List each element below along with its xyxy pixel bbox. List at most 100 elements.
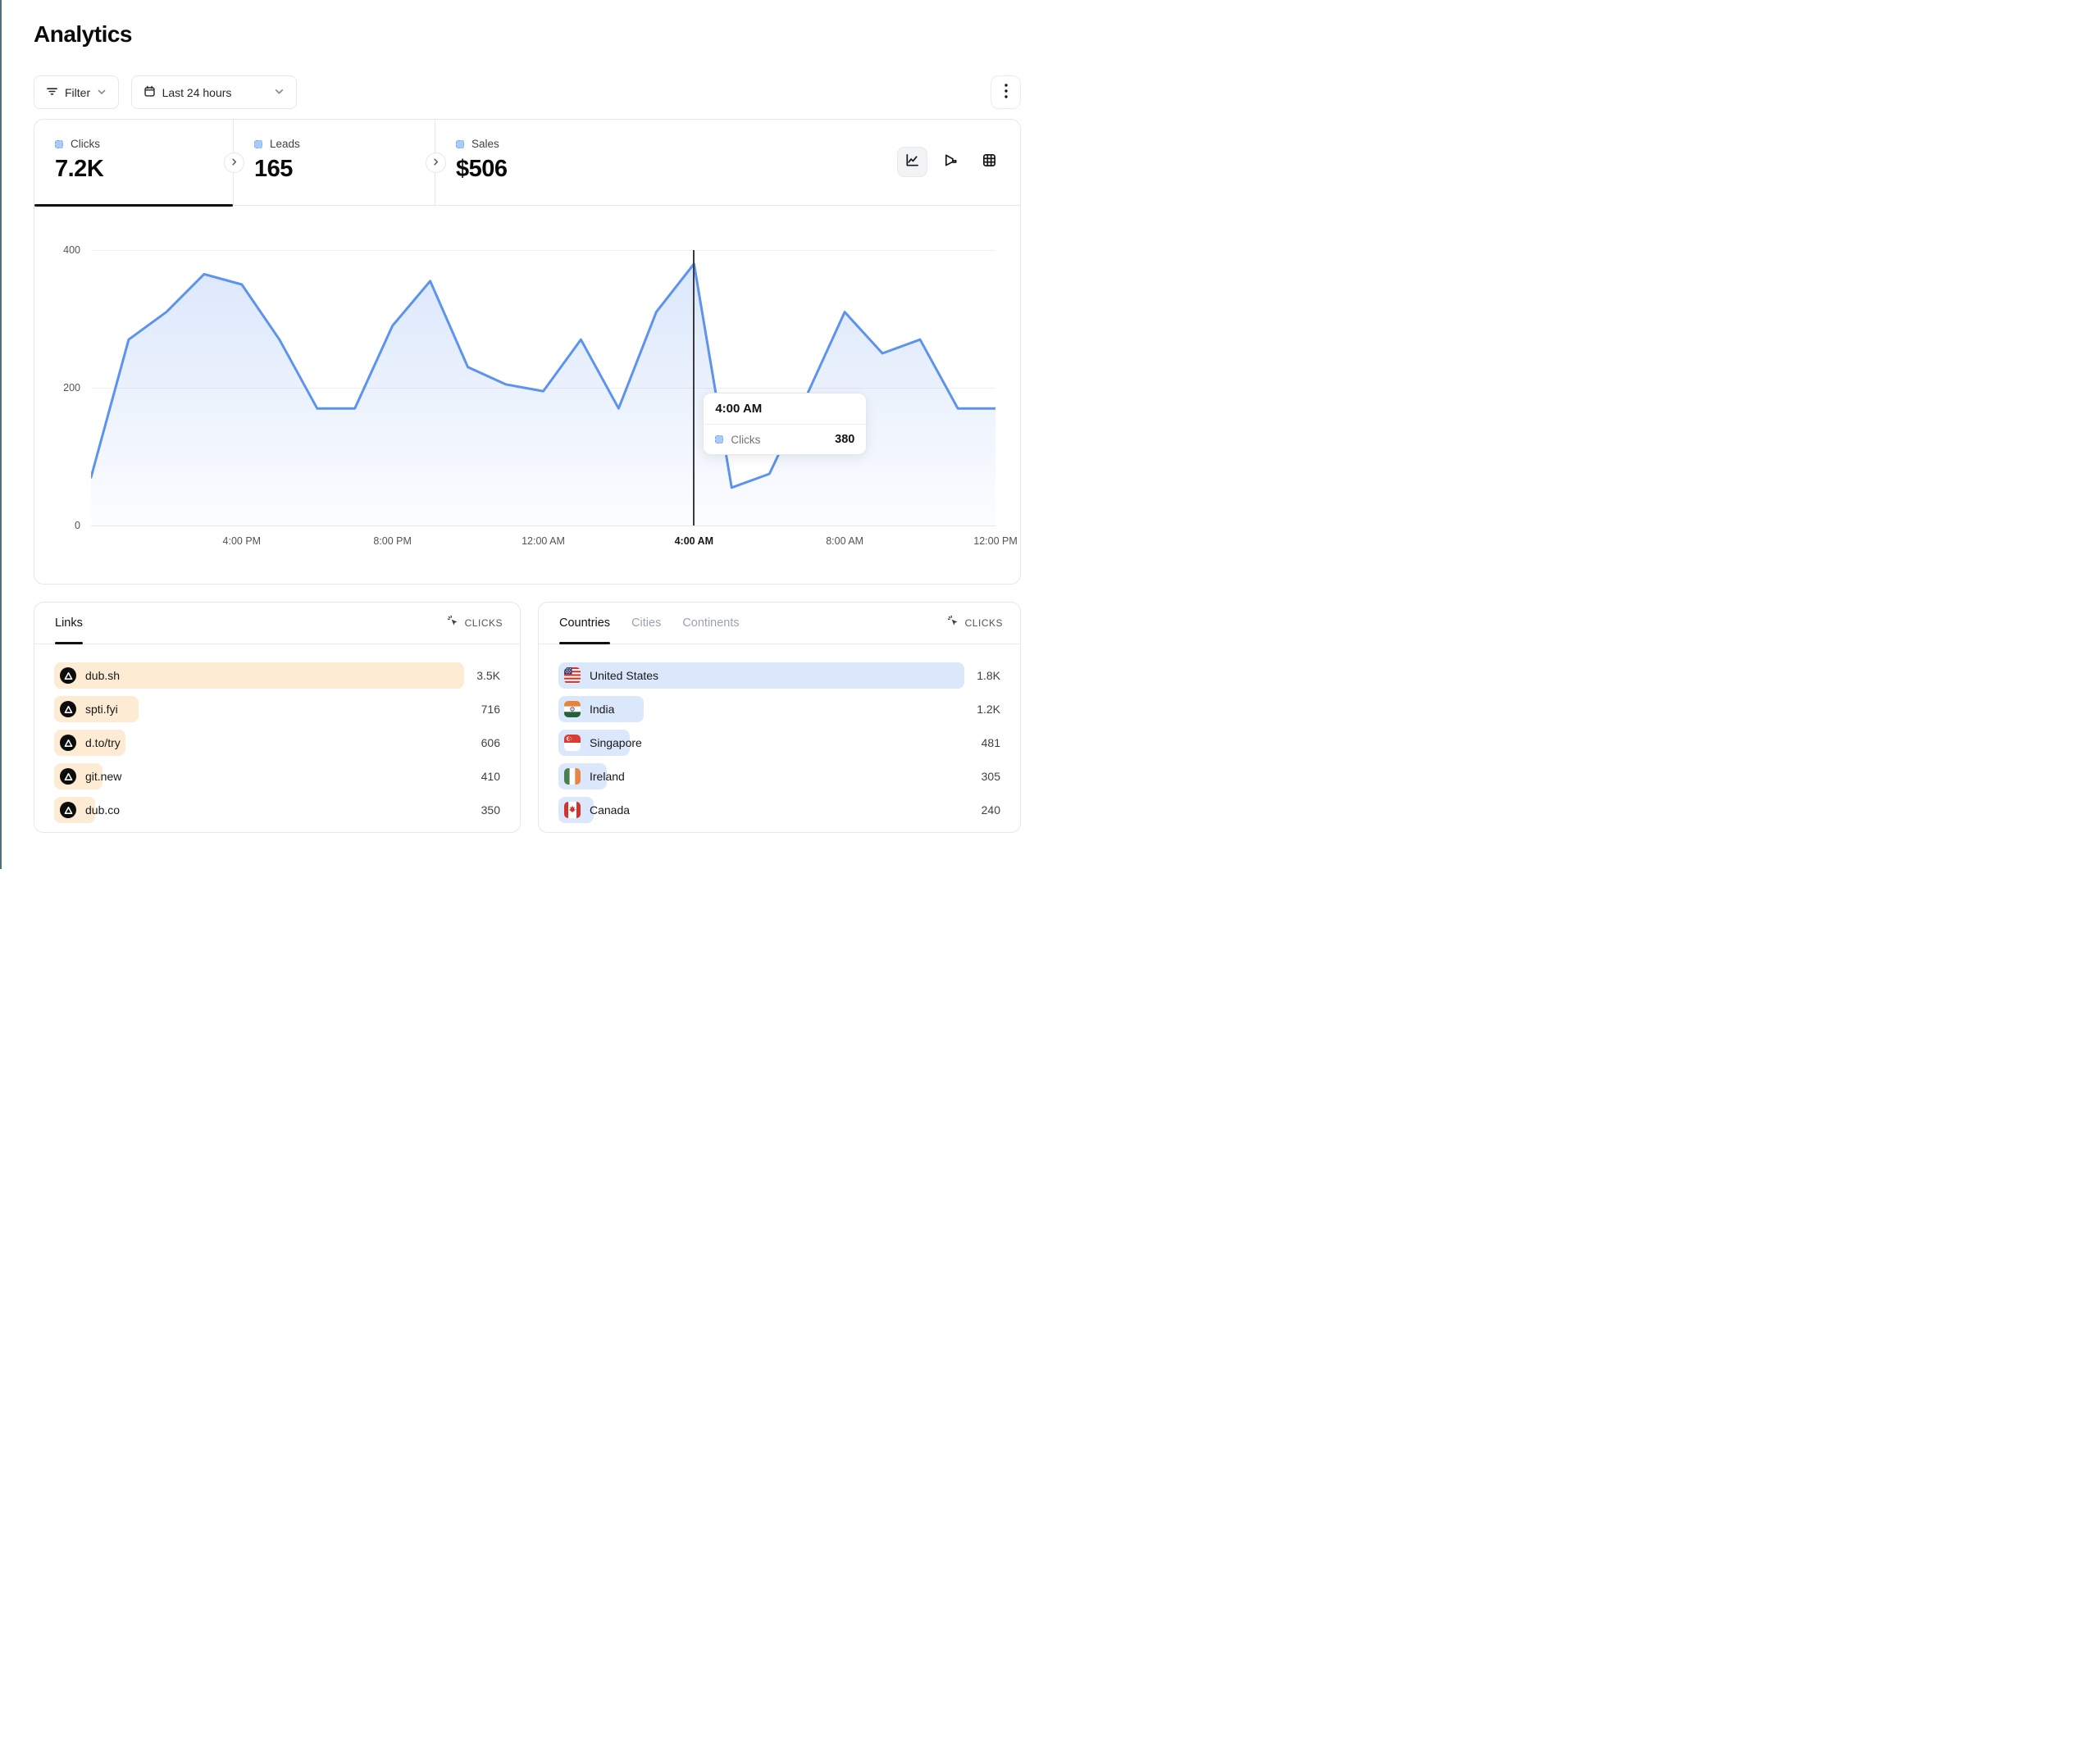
active-tab-underline bbox=[559, 642, 611, 644]
row-label: d.to/try bbox=[85, 736, 121, 749]
in-flag-icon bbox=[564, 701, 581, 717]
area-fill bbox=[91, 263, 995, 525]
tab-links[interactable]: Links bbox=[55, 603, 83, 644]
y-axis-tick: 0 bbox=[75, 520, 80, 531]
chart-tooltip: 4:00 AM Clicks 380 bbox=[703, 393, 868, 455]
country-row-Ireland[interactable]: Ireland 305 bbox=[558, 763, 1000, 789]
tab-clicks[interactable]: Clicks 7.2K bbox=[34, 120, 234, 207]
tab-label: Links bbox=[55, 616, 83, 630]
page-title: Analytics bbox=[34, 21, 133, 47]
x-axis-tick: 8:00 AM bbox=[826, 535, 864, 547]
filter-button-label: Filter bbox=[65, 85, 91, 99]
dub-logo-icon bbox=[60, 802, 76, 818]
metric-value: $506 bbox=[456, 156, 508, 182]
link-row-d.to/try[interactable]: d.to/try 606 bbox=[54, 730, 500, 756]
expand-clicks-leads-button[interactable] bbox=[224, 152, 244, 173]
kebab-menu-icon bbox=[1004, 84, 1008, 101]
metric-label: Leads bbox=[270, 138, 300, 150]
row-value: 350 bbox=[481, 803, 500, 817]
chart-view-toggle bbox=[898, 148, 1004, 176]
date-range-label: Last 24 hours bbox=[162, 85, 232, 99]
line-chart-view-button[interactable] bbox=[898, 148, 927, 176]
country-row-United States[interactable]: United States 1.8K bbox=[558, 662, 1000, 689]
calendar-icon bbox=[143, 85, 156, 100]
row-value: 305 bbox=[981, 770, 1000, 783]
tab-label: Countries bbox=[559, 616, 611, 630]
row-value: 606 bbox=[481, 736, 500, 749]
tab-cities[interactable]: Cities bbox=[631, 603, 661, 644]
row-label: Singapore bbox=[590, 736, 642, 749]
row-value: 1.2K bbox=[977, 703, 1000, 716]
dub-logo-icon bbox=[60, 667, 76, 684]
tab-leads[interactable]: Leads 165 bbox=[234, 120, 435, 205]
dub-logo-icon bbox=[60, 701, 76, 717]
clicks-time-series-chart[interactable]: 400 200 0 4:00 PM 8:00 PM 12:00 AM 4:00 AM 8:0… bbox=[34, 206, 1020, 584]
metric-header-label: CLICKS bbox=[964, 617, 1003, 629]
hover-crosshair bbox=[693, 250, 695, 525]
table-grid-icon bbox=[982, 152, 997, 172]
left-edge-strip bbox=[0, 0, 2, 869]
chevron-down-icon bbox=[274, 86, 285, 99]
line-chart-icon bbox=[904, 152, 920, 172]
x-axis-tick: 12:00 AM bbox=[522, 535, 565, 547]
cursor-click-icon bbox=[447, 615, 459, 631]
y-axis-tick: 200 bbox=[63, 382, 80, 394]
filter-button[interactable]: Filter bbox=[34, 75, 120, 109]
x-axis-tick: 4:00 PM bbox=[222, 535, 262, 547]
active-tab-underline bbox=[34, 204, 233, 207]
date-range-button[interactable]: Last 24 hours bbox=[130, 75, 297, 109]
sales-legend-chip bbox=[456, 139, 464, 148]
x-axis-tick: 4:00 AM bbox=[674, 535, 714, 547]
clicks-line bbox=[91, 262, 995, 489]
funnel-view-button[interactable] bbox=[936, 148, 965, 176]
tab-continents[interactable]: Continents bbox=[682, 603, 739, 644]
link-row-dub.co[interactable]: dub.co 350 bbox=[54, 797, 500, 823]
area-chart-svg bbox=[91, 262, 995, 525]
sg-flag-icon bbox=[564, 735, 581, 751]
row-label: dub.co bbox=[85, 803, 121, 817]
clicks-legend-chip bbox=[55, 139, 63, 148]
link-row-git.new[interactable]: git.new 410 bbox=[54, 763, 500, 789]
link-row-spti.fyi[interactable]: spti.fyi 716 bbox=[54, 696, 500, 722]
links-metric-selector[interactable]: CLICKS bbox=[447, 603, 503, 644]
expand-leads-sales-button[interactable] bbox=[426, 152, 446, 173]
us-flag-icon bbox=[564, 667, 581, 684]
table-view-button[interactable] bbox=[975, 148, 1004, 176]
active-tab-underline bbox=[55, 642, 83, 644]
countries-panel-header: Countries Cities Continents CLICKS bbox=[539, 603, 1020, 644]
row-label: dub.sh bbox=[85, 669, 121, 682]
dub-logo-icon bbox=[60, 768, 76, 785]
country-row-Singapore[interactable]: Singapore 481 bbox=[558, 730, 1000, 756]
y-axis-tick: 400 bbox=[63, 244, 80, 256]
tooltip-time: 4:00 AM bbox=[704, 394, 867, 425]
tooltip-series-label: Clicks bbox=[731, 433, 761, 446]
row-label: Ireland bbox=[590, 770, 625, 783]
analytics-chart-card: Clicks 7.2K Leads 165 Sales $506 bbox=[34, 119, 1021, 585]
value-bar bbox=[558, 662, 964, 689]
row-label: spti.fyi bbox=[85, 703, 118, 716]
tooltip-value: 380 bbox=[835, 433, 855, 446]
analytics-page: Analytics Filter Last 24 hours bbox=[34, 0, 1021, 869]
metric-header-label: CLICKS bbox=[464, 617, 503, 629]
chevron-right-icon bbox=[431, 156, 440, 171]
filter-icon bbox=[46, 85, 58, 100]
tab-sales[interactable]: Sales $506 bbox=[435, 120, 616, 205]
row-value: 3.5K bbox=[476, 669, 500, 682]
metric-value: 165 bbox=[254, 156, 293, 182]
row-value: 240 bbox=[981, 803, 1000, 817]
country-row-India[interactable]: India 1.2K bbox=[558, 696, 1000, 722]
row-label: India bbox=[590, 703, 615, 716]
clicks-legend-chip bbox=[715, 435, 724, 444]
funnel-icon bbox=[943, 152, 959, 172]
row-value: 481 bbox=[981, 736, 1000, 749]
row-label: United States bbox=[590, 669, 659, 682]
toolbar: Filter Last 24 hours bbox=[34, 75, 1021, 109]
country-row-Canada[interactable]: Canada 240 bbox=[558, 797, 1000, 823]
link-row-dub.sh[interactable]: dub.sh 3.5K bbox=[54, 662, 500, 689]
row-label: Canada bbox=[590, 803, 631, 817]
tab-countries[interactable]: Countries bbox=[559, 603, 611, 644]
more-options-button[interactable] bbox=[991, 75, 1021, 109]
cursor-click-icon bbox=[947, 615, 959, 631]
ca-flag-icon bbox=[564, 802, 581, 818]
countries-metric-selector[interactable]: CLICKS bbox=[947, 603, 1003, 644]
